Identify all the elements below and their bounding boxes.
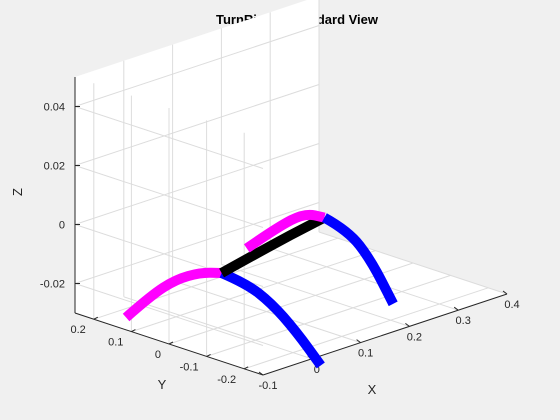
z-grid-side xyxy=(74,165,264,228)
plot-curves xyxy=(122,209,398,369)
tick-labels: -0.1 0 0.1 0.2 0.3 0.4 -0.2 -0.1 0 0.1 0.2 -0.02 0 0.… xyxy=(40,102,520,393)
curve-segment-4 xyxy=(321,213,398,307)
z-tick-label: 0.04 xyxy=(44,102,65,114)
y-grid-floor xyxy=(206,274,451,357)
y-tick-label: 0 xyxy=(155,349,161,361)
x-tick-mark xyxy=(502,290,508,295)
z-grid-back xyxy=(74,25,320,107)
x-tick-label: 0.4 xyxy=(504,299,519,311)
z-axis-label: Z xyxy=(10,188,25,196)
axis-lines xyxy=(74,77,508,376)
z-tick-label: 0.02 xyxy=(44,161,65,173)
x-tick-label: 0.3 xyxy=(456,315,471,327)
y-tick-mark xyxy=(168,341,174,345)
x-tick-label: -0.1 xyxy=(259,380,278,392)
x-tick-mark xyxy=(405,322,410,327)
grid-lines xyxy=(74,0,508,376)
x-tick-label: 0.1 xyxy=(358,348,373,360)
y-tick-mark xyxy=(93,316,99,320)
curve-segment-0 xyxy=(122,267,222,322)
curve-segment-1 xyxy=(219,268,325,369)
y-tick-label: 0.2 xyxy=(71,324,86,336)
x-tick-mark xyxy=(258,371,264,376)
y-tick-label: -0.2 xyxy=(217,374,236,386)
curve-segment-3 xyxy=(243,209,326,253)
y-tick-mark xyxy=(243,366,249,370)
y-tick-mark xyxy=(206,353,211,357)
z-grid-back xyxy=(74,202,320,284)
y-axis-label: Y xyxy=(158,377,167,392)
z-tick-label: -0.02 xyxy=(40,279,65,291)
z-grid-back xyxy=(74,84,320,166)
x-tick-mark xyxy=(453,306,459,311)
y-tick-label: 0.1 xyxy=(108,337,123,349)
z-grid-side xyxy=(74,283,264,346)
x-tick-label: 0 xyxy=(314,364,320,376)
x-tick-mark xyxy=(356,339,361,344)
y-grid-floor xyxy=(168,262,414,345)
x-axis-label: X xyxy=(368,382,377,397)
z-grid-side xyxy=(74,106,264,169)
y-grid-floor xyxy=(244,287,489,370)
x-axis-line xyxy=(262,293,508,376)
curve-segment-2 xyxy=(219,213,327,278)
z-grid-back xyxy=(74,143,320,225)
y-tick-label: -0.1 xyxy=(180,361,199,373)
z-tick-label: 0 xyxy=(59,220,65,232)
x-tick-label: 0.2 xyxy=(407,331,422,343)
y-tick-mark xyxy=(131,329,136,333)
